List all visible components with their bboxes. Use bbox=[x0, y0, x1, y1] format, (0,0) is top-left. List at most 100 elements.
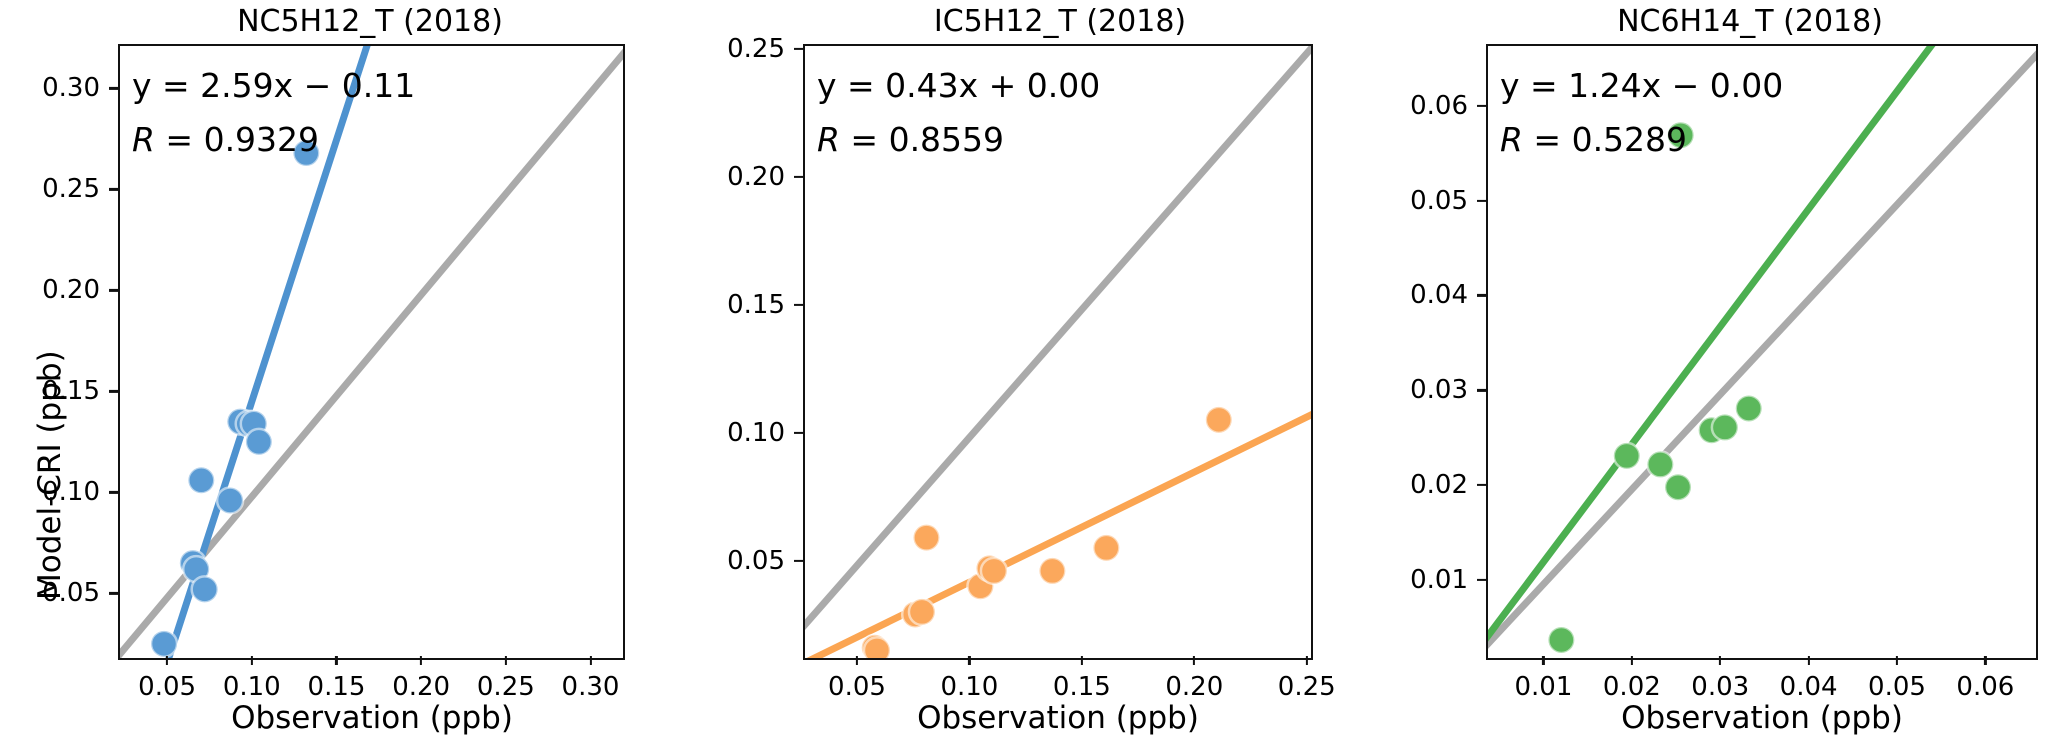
scatter-point bbox=[215, 486, 245, 515]
identity-line bbox=[805, 46, 1311, 631]
y-tick-mark bbox=[1477, 199, 1486, 202]
x-tick-label: 0.15 bbox=[1052, 672, 1111, 702]
chart-canvas bbox=[1488, 46, 2036, 655]
x-tick-label: 0.10 bbox=[940, 672, 999, 702]
r-symbol: R bbox=[132, 120, 155, 159]
y-tick-mark bbox=[1477, 104, 1486, 107]
panel-title-ic5h12: IC5H12_T (2018) bbox=[933, 4, 1187, 39]
y-tick-mark bbox=[794, 176, 803, 179]
panel-ic5h12: IC5H12_T (2018) Observation (ppb) 0.05 0.… bbox=[660, 0, 1350, 749]
scatter-point bbox=[1666, 120, 1695, 150]
r-value: = 0.5289 bbox=[1522, 120, 1688, 159]
y-tick-mark bbox=[109, 592, 118, 595]
scatter-point bbox=[149, 629, 179, 658]
scatter-point bbox=[862, 636, 892, 658]
x-tick-mark bbox=[589, 656, 592, 665]
chart-canvas bbox=[805, 46, 1311, 658]
y-tick-label: 0.01 bbox=[1410, 565, 1468, 596]
x-tick-label: 0.30 bbox=[561, 672, 620, 702]
y-tick-label: 0.10 bbox=[727, 418, 785, 449]
scatter-point bbox=[187, 466, 216, 495]
x-tick-label: 0.05 bbox=[828, 672, 886, 702]
x-tick-label: 0.20 bbox=[392, 672, 451, 702]
plot-area-nc5h12 bbox=[118, 44, 625, 660]
x-tick-label: 0.03 bbox=[1691, 672, 1750, 702]
r-value: = 0.9329 bbox=[154, 120, 320, 159]
y-tick-label: 0.06 bbox=[1410, 90, 1468, 121]
scatter-point bbox=[244, 427, 274, 457]
x-tick-mark bbox=[1080, 656, 1083, 665]
x-tick-mark bbox=[855, 656, 859, 665]
correlation-annotation: R = 0.9329 bbox=[132, 120, 319, 159]
y-tick-mark bbox=[794, 48, 803, 51]
panel-title-nc6h14: NC6H14_T (2018) bbox=[1617, 4, 1883, 39]
x-tick-label: 0.04 bbox=[1779, 672, 1838, 702]
scatter-point bbox=[1092, 533, 1121, 563]
regression-equation-annotation: y = 1.24x − 0.00 bbox=[1500, 66, 1784, 105]
x-tick-label: 0.10 bbox=[222, 672, 281, 702]
panel-nc6h14: NC6H14_T (2018) Observation (ppb) 0.01 0.… bbox=[1350, 0, 2067, 749]
y-tick-mark bbox=[1477, 389, 1486, 392]
scatter-point bbox=[1038, 556, 1067, 586]
y-tick-label: 0.25 bbox=[727, 34, 785, 65]
y-tick-label: 0.15 bbox=[42, 376, 100, 407]
scatter-point bbox=[190, 575, 219, 604]
y-tick-label: 0.05 bbox=[727, 546, 785, 577]
regression-equation-annotation: y = 0.43x + 0.00 bbox=[817, 66, 1101, 105]
y-tick-label: 0.20 bbox=[42, 275, 100, 306]
regression-equation-annotation: y = 2.59x − 0.11 bbox=[132, 66, 416, 105]
r-symbol: R bbox=[817, 120, 840, 159]
scatter-point bbox=[292, 138, 321, 168]
x-tick-label: 0.25 bbox=[476, 672, 535, 702]
x-tick-mark bbox=[1630, 656, 1633, 665]
plot-area-ic5h12 bbox=[803, 44, 1313, 660]
scatter-point bbox=[1710, 413, 1740, 442]
x-tick-mark bbox=[1807, 656, 1810, 665]
correlation-annotation: R = 0.5289 bbox=[1500, 120, 1687, 159]
x-tick-mark bbox=[335, 656, 338, 665]
scatter-point bbox=[1612, 441, 1642, 471]
scatter-point bbox=[1204, 405, 1234, 435]
y-tick-mark bbox=[109, 491, 118, 494]
y-tick-label: 0.10 bbox=[42, 477, 100, 508]
x-tick-label: 0.25 bbox=[1277, 672, 1336, 702]
y-tick-mark bbox=[109, 188, 118, 191]
y-tick-label: 0.20 bbox=[727, 162, 785, 193]
x-tick-label: 0.01 bbox=[1514, 672, 1573, 702]
scatter-point bbox=[1663, 472, 1693, 502]
correlation-annotation: R = 0.8559 bbox=[817, 120, 1004, 159]
x-tick-mark bbox=[968, 656, 971, 665]
x-axis-label-nc6h14: Observation (ppb) bbox=[1621, 700, 1903, 736]
x-tick-label: 0.20 bbox=[1165, 672, 1224, 702]
x-tick-mark bbox=[1719, 656, 1722, 665]
r-value: = 0.8559 bbox=[839, 120, 1005, 159]
y-tick-label: 0.02 bbox=[1410, 470, 1468, 501]
x-tick-mark bbox=[250, 656, 253, 665]
y-tick-label: 0.05 bbox=[42, 578, 100, 609]
y-tick-label: 0.30 bbox=[42, 73, 100, 104]
identity-line bbox=[1488, 50, 2036, 649]
x-axis-label-nc5h12: Observation (ppb) bbox=[231, 700, 513, 736]
x-tick-label: 0.02 bbox=[1602, 672, 1661, 702]
y-tick-mark bbox=[1477, 294, 1486, 297]
x-tick-mark bbox=[1193, 656, 1196, 665]
scatter-point bbox=[1734, 394, 1763, 423]
y-tick-label: 0.03 bbox=[1410, 375, 1468, 406]
plot-area-nc6h14 bbox=[1486, 44, 2038, 660]
y-tick-mark bbox=[109, 390, 118, 393]
regression-line bbox=[806, 411, 1311, 658]
y-tick-mark bbox=[794, 560, 803, 563]
x-tick-label: 0.05 bbox=[138, 672, 197, 702]
y-tick-mark bbox=[1477, 484, 1486, 487]
panel-title-nc5h12: NC5H12_T (2018) bbox=[237, 4, 503, 39]
r-symbol: R bbox=[1500, 120, 1523, 159]
scatter-point bbox=[912, 523, 941, 552]
scatter-point bbox=[979, 556, 1009, 586]
x-tick-label: 0.05 bbox=[1868, 672, 1926, 702]
x-tick-label: 0.15 bbox=[307, 672, 366, 702]
x-tick-mark bbox=[504, 656, 507, 665]
x-tick-mark bbox=[166, 656, 169, 665]
x-tick-mark bbox=[420, 656, 423, 665]
x-tick-mark bbox=[1895, 656, 1899, 665]
